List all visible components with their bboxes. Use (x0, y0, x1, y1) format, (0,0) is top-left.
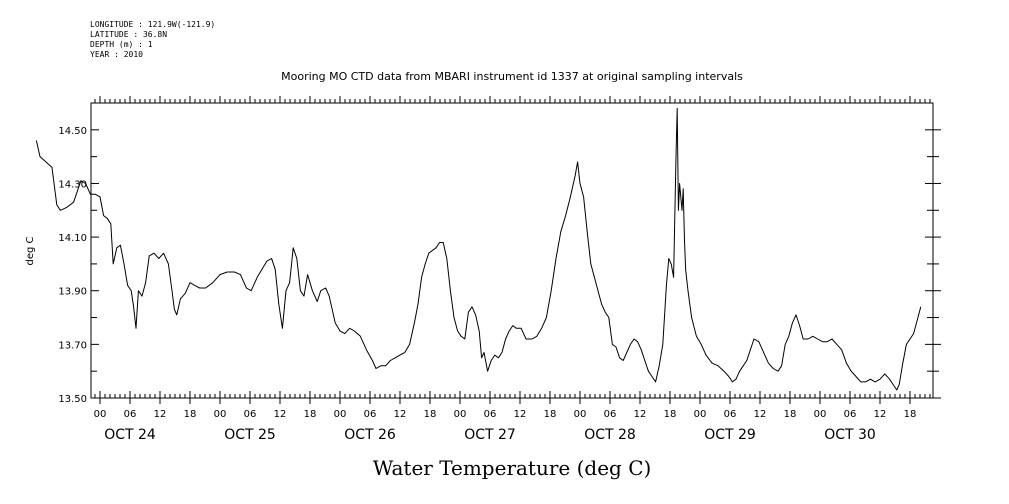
x-day-label: OCT 25 (224, 427, 276, 443)
latitude-text: LATITUDE : 36.8N (90, 30, 168, 39)
y-tick-label: 14.30 (58, 179, 87, 190)
x-hour-label: 18 (544, 409, 557, 420)
x-hour-label: 18 (664, 409, 677, 420)
x-hour-label: 12 (154, 409, 167, 420)
x-hour-label: 18 (304, 409, 317, 420)
plot-frame (90, 102, 934, 399)
x-hour-label: 12 (394, 409, 407, 420)
x-day-label: OCT 29 (704, 427, 756, 443)
year-text: YEAR : 2010 (90, 50, 143, 59)
longitude-text: LONGITUDE : 121.9W(-121.9) (90, 20, 216, 29)
x-day-label: OCT 28 (584, 427, 636, 443)
x-hour-label: 00 (334, 409, 347, 420)
metadata-block: LONGITUDE : 121.9W(-121.9) LATITUDE : 36… (90, 20, 215, 60)
y-tick-label: 13.50 (58, 394, 87, 405)
x-hour-label: 06 (364, 409, 377, 420)
y-tick-label: 13.90 (58, 287, 87, 298)
x-hour-label: 06 (484, 409, 497, 420)
x-hour-label: 12 (754, 409, 767, 420)
y-tick-label: 14.10 (58, 233, 87, 244)
x-day-label: OCT 24 (104, 427, 156, 443)
x-day-label: OCT 26 (344, 427, 396, 443)
x-hour-label: 06 (844, 409, 857, 420)
x-hour-label: 00 (454, 409, 467, 420)
x-hour-label: 00 (694, 409, 707, 420)
x-day-label: OCT 27 (464, 427, 516, 443)
x-hour-label: 00 (574, 409, 587, 420)
depth-text: DEPTH (m) : 1 (90, 40, 153, 49)
x-hour-label: 12 (634, 409, 647, 420)
x-hour-label: 06 (124, 409, 137, 420)
x-hour-label: 12 (874, 409, 887, 420)
y-tick-label: 14.50 (58, 126, 87, 137)
x-hour-label: 12 (514, 409, 527, 420)
x-hour-label: 18 (784, 409, 797, 420)
x-hour-label: 18 (424, 409, 437, 420)
x-day-label: OCT 30 (824, 427, 876, 443)
chart-title: Mooring MO CTD data from MBARI instrumen… (281, 70, 743, 83)
y-tick-label: 13.70 (58, 340, 87, 351)
x-hour-label: 12 (274, 409, 287, 420)
x-axis-label: Water Temperature (deg C) (373, 456, 652, 480)
x-hour-label: 00 (214, 409, 227, 420)
x-hour-label: 18 (904, 409, 917, 420)
y-axis-label: deg C (25, 236, 36, 265)
x-hour-label: 06 (724, 409, 737, 420)
x-hour-label: 00 (94, 409, 107, 420)
x-hour-label: 00 (814, 409, 827, 420)
x-hour-label: 18 (184, 409, 197, 420)
water-temperature-line (35, 107, 922, 391)
x-hour-label: 06 (604, 409, 617, 420)
x-hour-label: 06 (244, 409, 257, 420)
